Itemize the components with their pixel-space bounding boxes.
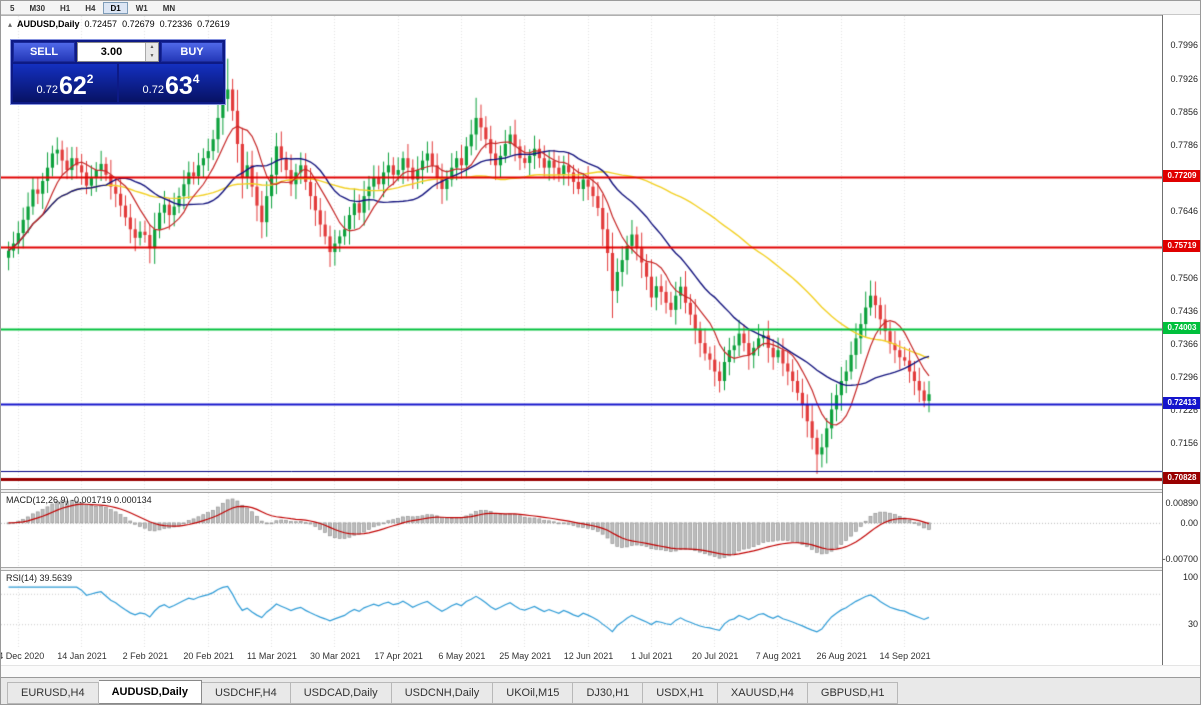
macd-axis-label: 0.00: [1180, 517, 1198, 528]
volume-input[interactable]: [78, 43, 145, 61]
chart-tab-usdcad-daily[interactable]: USDCAD,Daily: [290, 682, 392, 704]
chart-tab-eurusd-h4[interactable]: EURUSD,H4: [7, 682, 99, 704]
timeframe-button-h1[interactable]: H1: [60, 3, 71, 13]
buy-button[interactable]: BUY: [161, 42, 223, 62]
date-axis-label: 30 Mar 2021: [310, 651, 361, 661]
price-axis-label: 0.7436: [1170, 305, 1198, 316]
level-price-tag: 0.77209: [1163, 169, 1200, 182]
price-axis-label: 0.7506: [1170, 272, 1198, 283]
timeframe-bar: 5 M30 H1 H4 D1 W1 MN: [1, 1, 1200, 15]
rsi-panel: RSI(14) 39.5639: [1, 571, 1164, 647]
date-axis-label: 20 Jul 2021: [691, 651, 739, 661]
chart-tab-dj30-h1[interactable]: DJ30,H1: [573, 682, 644, 704]
timeframe-button-h4[interactable]: H4: [85, 3, 96, 13]
date-axis-label: 24 Dec 2020: [1, 651, 45, 661]
buy-price-prefix: 0.72: [142, 84, 164, 96]
buy-price-big: 63: [164, 72, 193, 100]
macd-panel: MACD(12,26,9) -0.001719 0.000134: [1, 493, 1164, 567]
date-axis-label: 14 Jan 2021: [57, 651, 107, 661]
rsi-canvas[interactable]: [1, 571, 1164, 647]
sell-price-prefix: 0.72: [36, 84, 58, 96]
price-axis-label: 0.7226: [1170, 405, 1198, 416]
price-axis-label: 0.7366: [1170, 338, 1198, 349]
price-axis-label: 0.7786: [1170, 139, 1198, 150]
macd-axis-label: 0.00890: [1165, 498, 1198, 508]
volume-down-icon[interactable]: ▼: [146, 52, 158, 61]
level-price-tag: 0.72413: [1163, 397, 1200, 410]
date-axis-label: 12 Jun 2021: [563, 651, 614, 661]
quote-high: 0.72679: [122, 19, 155, 29]
sell-price-sup: 2: [86, 72, 94, 86]
buy-price-sup: 4: [192, 72, 200, 86]
date-axis-label: 11 Mar 2021: [247, 651, 297, 661]
date-axis-label: 1 Jul 2021: [631, 651, 673, 661]
date-axis-label: 7 Aug 2021: [755, 651, 802, 661]
chart-tab-audusd-daily[interactable]: AUDUSD,Daily: [98, 680, 202, 704]
date-axis-label: 2 Feb 2021: [122, 651, 169, 661]
date-axis-label: 6 May 2021: [438, 651, 486, 661]
timeframe-button-m30[interactable]: M30: [29, 3, 46, 13]
horizontal-scrollbar[interactable]: [1, 665, 1200, 677]
volume-spinner: ▲ ▼: [145, 43, 158, 61]
rsi-label: RSI(14) 39.5639: [6, 573, 73, 583]
macd-axis-label: -0.00700: [1162, 554, 1198, 564]
level-price-tag: 0.70828: [1163, 472, 1200, 485]
rsi-axis-label: 30: [1187, 619, 1198, 630]
chart-tab-usdchf-h4[interactable]: USDCHF,H4: [201, 682, 291, 704]
level-price-tag: 0.75719: [1163, 240, 1200, 253]
price-axis[interactable]: 0.79960.79260.78560.77860.77160.76460.75…: [1162, 15, 1200, 665]
price-axis-label: 0.7926: [1170, 73, 1198, 84]
timeframe-button-mn[interactable]: MN: [162, 3, 176, 13]
volume-up-icon[interactable]: ▲: [146, 43, 158, 52]
collapse-trade-panel-icon[interactable]: ▴: [8, 19, 13, 29]
quote-values: 0.72457 0.72679 0.72336 0.72619: [85, 19, 230, 29]
one-click-trading-panel: SELL ▲ ▼ BUY 0.72 62 2 0.72 63 4: [10, 39, 226, 105]
timeframe-button-5[interactable]: 5: [10, 3, 15, 13]
price-axis-label: 0.7646: [1170, 206, 1198, 217]
macd-label: MACD(12,26,9) -0.001719 0.000134: [6, 495, 152, 505]
chart-tab-gbpusd-h1[interactable]: GBPUSD,H1: [807, 682, 899, 704]
date-axis-label: 14 Sep 2021: [879, 651, 931, 661]
price-axis-label: 0.7856: [1170, 106, 1198, 117]
quote-low: 0.72336: [159, 19, 193, 29]
rsi-axis-label: 100: [1182, 572, 1198, 582]
date-axis-label: 26 Aug 2021: [816, 651, 868, 661]
sell-price-big: 62: [58, 72, 87, 100]
chart-tab-usdcnh-daily[interactable]: USDCNH,Daily: [391, 682, 494, 704]
chart-tab-bar: EURUSD,H4 AUDUSD,Daily USDCHF,H4 USDCAD,Dai…: [1, 677, 1200, 704]
chart-tab-usdx-h1[interactable]: USDX,H1: [643, 682, 718, 704]
date-axis-label: 20 Feb 2021: [183, 651, 234, 661]
timeframe-button-d1[interactable]: D1: [103, 1, 128, 14]
main-chart-panel: [1, 15, 1164, 490]
level-price-tag: 0.74003: [1163, 321, 1200, 334]
chart-tab-xauusd-h4[interactable]: XAUUSD,H4: [717, 682, 808, 704]
date-axis-label: 25 May 2021: [499, 651, 552, 661]
quote-close: 0.72619: [197, 19, 230, 29]
panel-divider[interactable]: [1, 489, 1200, 493]
sell-button[interactable]: SELL: [13, 42, 75, 62]
chart-header: ▴ AUDUSD,Daily 0.72457 0.72679 0.72336 0…: [8, 19, 230, 29]
chart-tab-ukoil-m15[interactable]: UKOil,M15: [493, 682, 574, 704]
price-axis-label: 0.7156: [1170, 438, 1198, 449]
price-axis-label: 0.7996: [1170, 40, 1198, 51]
date-axis[interactable]: 24 Dec 2020 14 Jan 2021 2 Feb 2021 20 Feb 2…: [1, 647, 1164, 665]
macd-canvas[interactable]: [1, 493, 1164, 567]
quote-open: 0.72457: [84, 19, 118, 29]
buy-price-button[interactable]: 0.72 63 4: [119, 64, 223, 102]
timeframe-button-w1[interactable]: W1: [135, 3, 148, 13]
sell-price-button[interactable]: 0.72 62 2: [13, 64, 117, 102]
chart-symbol-label: AUDUSD,Daily: [17, 19, 80, 29]
volume-box: ▲ ▼: [77, 42, 159, 62]
panel-divider[interactable]: [1, 567, 1200, 571]
price-axis-label: 0.7296: [1170, 372, 1198, 383]
date-axis-label: 17 Apr 2021: [374, 651, 423, 661]
